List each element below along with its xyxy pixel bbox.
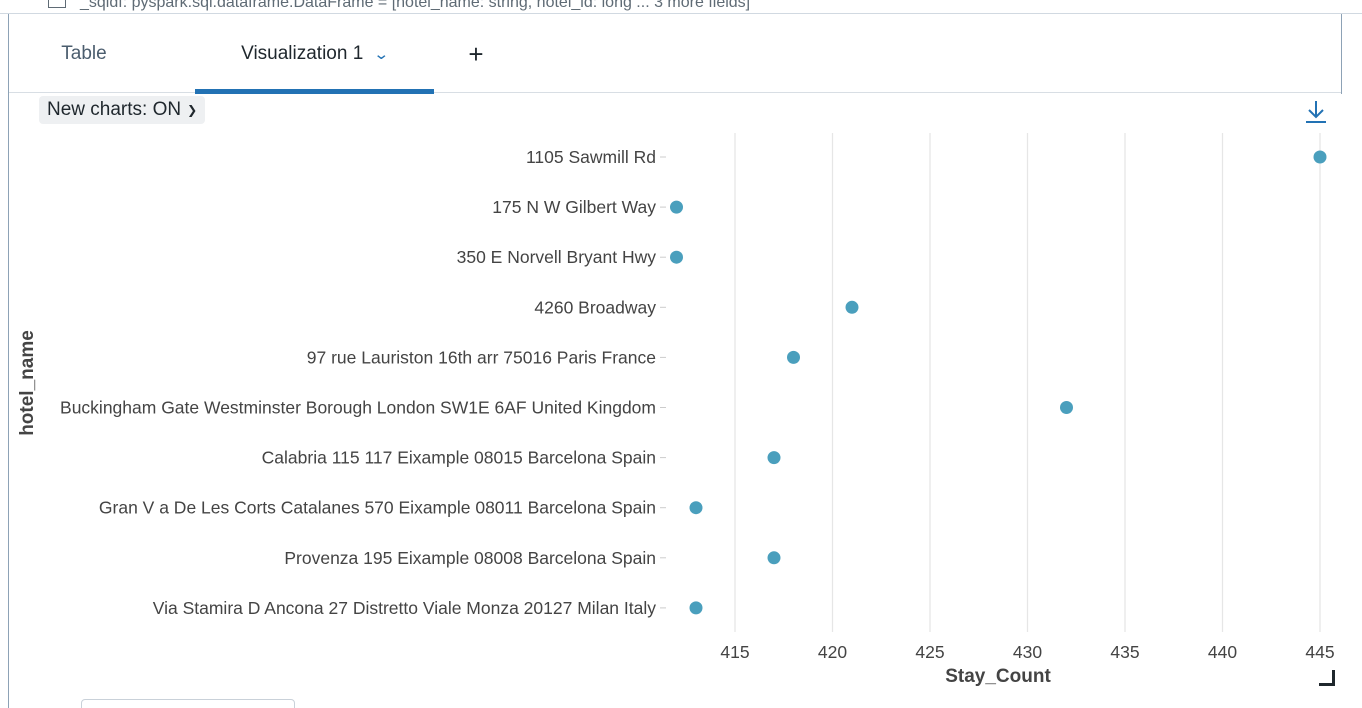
data-point[interactable] xyxy=(670,250,683,264)
dataframe-header: _sqldf: pyspark.sql.dataframe.DataFrame … xyxy=(0,0,1362,14)
y-tick-label: Buckingham Gate Westminster Borough Lond… xyxy=(60,398,656,418)
y-tick-label: 97 rue Lauriston 16th arr 75016 Paris Fr… xyxy=(307,347,656,367)
y-tick-label: 4260 Broadway xyxy=(534,297,656,317)
dataframe-type: pyspark.sql.dataframe.DataFrame xyxy=(131,0,374,11)
add-visualization-label: + xyxy=(468,38,484,69)
dataframe-variable: _sqldf xyxy=(80,0,123,11)
x-axis-title: Stay_Count xyxy=(945,666,1051,687)
cell-footer-control[interactable] xyxy=(81,699,295,708)
active-tab-indicator xyxy=(195,89,434,94)
data-point[interactable] xyxy=(1060,401,1073,414)
data-point[interactable] xyxy=(670,200,683,214)
x-tick-label: 435 xyxy=(1110,642,1139,662)
data-point[interactable] xyxy=(787,350,800,364)
new-charts-label: New charts: ON xyxy=(47,99,182,120)
tab-table-label: Table xyxy=(61,43,107,64)
x-tick-label: 440 xyxy=(1208,642,1237,662)
x-tick-label: 445 xyxy=(1305,642,1334,662)
tab-table[interactable]: Table xyxy=(9,15,159,93)
grid-lines xyxy=(734,133,1321,632)
resize-handle-icon[interactable] xyxy=(1319,670,1335,686)
data-point[interactable] xyxy=(689,601,703,615)
data-point[interactable] xyxy=(767,551,781,565)
x-tick-label: 415 xyxy=(720,642,749,662)
data-point[interactable] xyxy=(1313,150,1327,164)
x-tick-label: 425 xyxy=(915,642,944,662)
x-tick-label: 420 xyxy=(818,642,847,662)
dataframe-schema-line: _sqldf: pyspark.sql.dataframe.DataFrame … xyxy=(80,0,750,12)
data-point[interactable] xyxy=(845,300,859,314)
x-axis: 415 420 425 430 435 440 445 xyxy=(720,642,1334,662)
y-tick-label: Gran V a De Les Corts Catalanes 570 Eixa… xyxy=(99,498,656,518)
y-tick-label: Via Stamira D Ancona 27 Distretto Viale … xyxy=(153,598,656,618)
cell-border-left xyxy=(8,14,9,708)
cell-border-right xyxy=(1341,14,1342,94)
tab-visualization-1[interactable]: Visualization 1 ⌄ xyxy=(195,15,434,94)
y-tick-label: 350 E Norvell Bryant Hwy xyxy=(457,247,657,267)
add-visualization-button[interactable]: + xyxy=(454,15,498,93)
tab-visualization-label: Visualization 1 xyxy=(241,43,364,64)
y-axis: 1105 Sawmill Rd 175 N W Gilbert Way 350 E … xyxy=(60,147,666,618)
dataframe-schema: [hotel_name: string, hotel_id: long ... … xyxy=(391,0,751,11)
y-tick-label: 1105 Sawmill Rd xyxy=(526,147,656,167)
data-points xyxy=(670,150,1327,615)
data-point[interactable] xyxy=(689,501,703,515)
x-tick-label: 430 xyxy=(1013,642,1042,662)
y-axis-title: hotel_name xyxy=(17,330,38,436)
chevron-down-icon: ❯ xyxy=(187,103,198,117)
y-tick-label: 175 N W Gilbert Way xyxy=(492,197,656,217)
chevron-down-icon[interactable]: ⌄ xyxy=(373,46,390,63)
y-tick-label: Provenza 195 Eixample 08008 Barcelona Sp… xyxy=(284,548,656,568)
download-icon[interactable] xyxy=(1304,99,1328,125)
y-tick-label: Calabria 115 117 Eixample 08015 Barcelon… xyxy=(262,448,656,468)
new-charts-toggle[interactable]: New charts: ON ❯ xyxy=(39,96,206,124)
table-icon xyxy=(48,0,66,8)
data-point[interactable] xyxy=(767,451,781,465)
result-tabs: Table Visualization 1 ⌄ + xyxy=(9,15,1341,94)
